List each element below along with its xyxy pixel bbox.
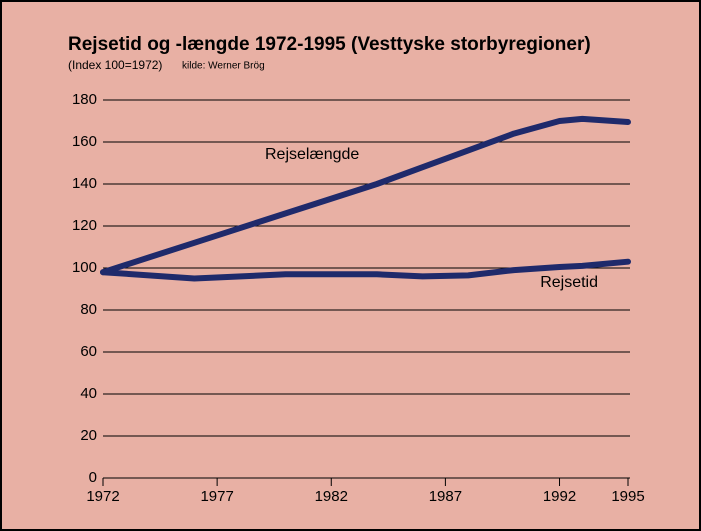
x-tick-label: 1987 — [429, 488, 462, 505]
x-tick-label: 1977 — [200, 488, 233, 505]
subtitle: (Index 100=1972) — [68, 58, 162, 72]
source: kilde: Werner Brög — [182, 61, 265, 72]
y-tick-label: 100 — [72, 259, 97, 276]
series-label: Rejsetid — [540, 274, 598, 291]
y-tick-label: 0 — [89, 469, 97, 486]
x-tick-label: 1995 — [611, 488, 644, 505]
x-tick-label: 1992 — [543, 488, 576, 505]
y-tick-label: 180 — [72, 91, 97, 108]
chart-title: Rejsetid og -længde 1972-1995 (Vesttyske… — [68, 34, 591, 55]
y-tick-label: 60 — [80, 343, 97, 360]
series-label: Rejselængde — [265, 146, 359, 163]
x-tick-label: 1982 — [315, 488, 348, 505]
y-tick-label: 20 — [80, 427, 97, 444]
y-tick-label: 160 — [72, 133, 97, 150]
y-tick-label: 80 — [80, 301, 97, 318]
x-tick-label: 1972 — [86, 488, 119, 505]
y-tick-label: 40 — [80, 385, 97, 402]
y-tick-label: 120 — [72, 217, 97, 234]
series-line — [100, 115, 631, 276]
y-tick-label: 140 — [72, 175, 97, 192]
series-line — [100, 258, 631, 282]
